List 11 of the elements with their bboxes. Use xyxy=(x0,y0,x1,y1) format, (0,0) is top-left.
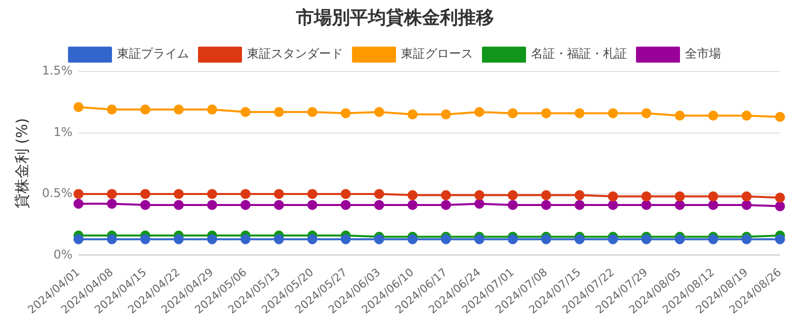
legend-label: 名証・福証・札証 xyxy=(531,46,627,61)
y-tick-label: 1.5% xyxy=(42,64,72,78)
y-axis-title: 貸株金利 (%) xyxy=(12,118,31,209)
legend-label: 東証スタンダード xyxy=(247,46,343,61)
y-tick-label: 1% xyxy=(53,124,72,139)
legend-label: 全市場 xyxy=(685,46,721,61)
y-tick-label: 0.5% xyxy=(42,186,72,200)
chart-title: 市場別平均貸株金利推移 xyxy=(295,7,494,28)
legend-label: 東証グロース xyxy=(401,46,473,61)
legend-label: 東証プライム xyxy=(117,46,189,61)
y-tick-label: 0% xyxy=(53,247,72,262)
